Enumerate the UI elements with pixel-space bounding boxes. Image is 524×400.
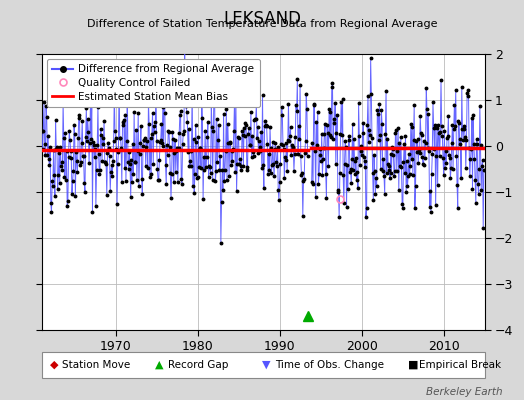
Text: ▼: ▼ [262,360,270,370]
Text: Difference of Station Temperature Data from Regional Average: Difference of Station Temperature Data f… [87,19,437,29]
Text: ▲: ▲ [155,360,163,370]
Text: Berkeley Earth: Berkeley Earth [427,387,503,397]
Text: LEKSAND: LEKSAND [223,10,301,28]
Text: ■: ■ [408,360,418,370]
Legend: Difference from Regional Average, Quality Control Failed, Estimated Station Mean: Difference from Regional Average, Qualit… [47,59,259,107]
Text: Record Gap: Record Gap [168,360,228,370]
Text: Empirical Break: Empirical Break [419,360,501,370]
Text: Station Move: Station Move [62,360,130,370]
Text: ◆: ◆ [50,360,58,370]
Text: Time of Obs. Change: Time of Obs. Change [275,360,384,370]
